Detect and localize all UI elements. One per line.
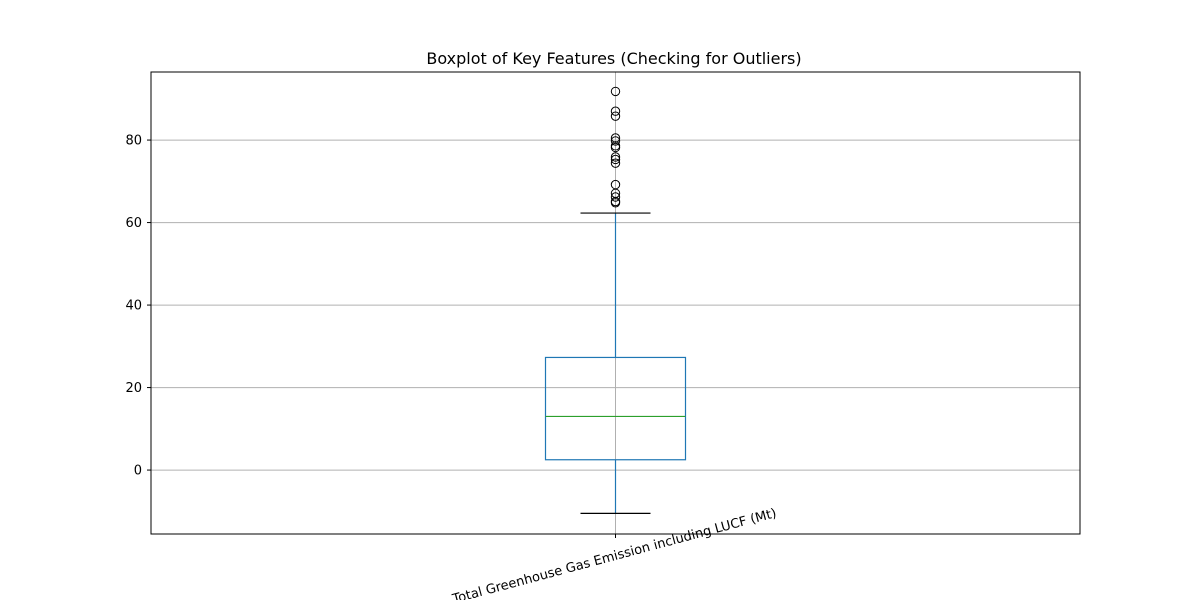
outlier-point [610, 106, 621, 116]
y-tick-label: 60 [125, 216, 142, 231]
x-axis: Total Greenhouse Gas Emission including … [450, 506, 778, 600]
box-group [544, 86, 687, 514]
outlier-point [610, 111, 621, 121]
y-tick-label: 40 [125, 299, 142, 314]
box-layer [544, 86, 687, 514]
iqr-box [544, 356, 687, 461]
outlier-point [610, 192, 621, 202]
plot-frame [150, 71, 1081, 535]
y-tick-label: 80 [125, 134, 142, 149]
outlier-point [610, 179, 621, 190]
x-tick-label: Total Greenhouse Gas Emission including … [450, 506, 778, 600]
outlier-point [610, 158, 621, 168]
outlier-point [610, 152, 621, 162]
chart-title: Boxplot of Key Features (Checking for Ou… [426, 49, 801, 68]
y-axis: 0 20 40 60 80 [125, 134, 151, 479]
y-tick-label: 0 [134, 464, 142, 479]
outlier-point [610, 154, 621, 165]
outlier-point [610, 141, 621, 151]
outlier-point [610, 133, 621, 143]
outlier-point [610, 136, 621, 146]
y-tick-label: 20 [125, 381, 142, 396]
outlier-point [610, 86, 621, 97]
